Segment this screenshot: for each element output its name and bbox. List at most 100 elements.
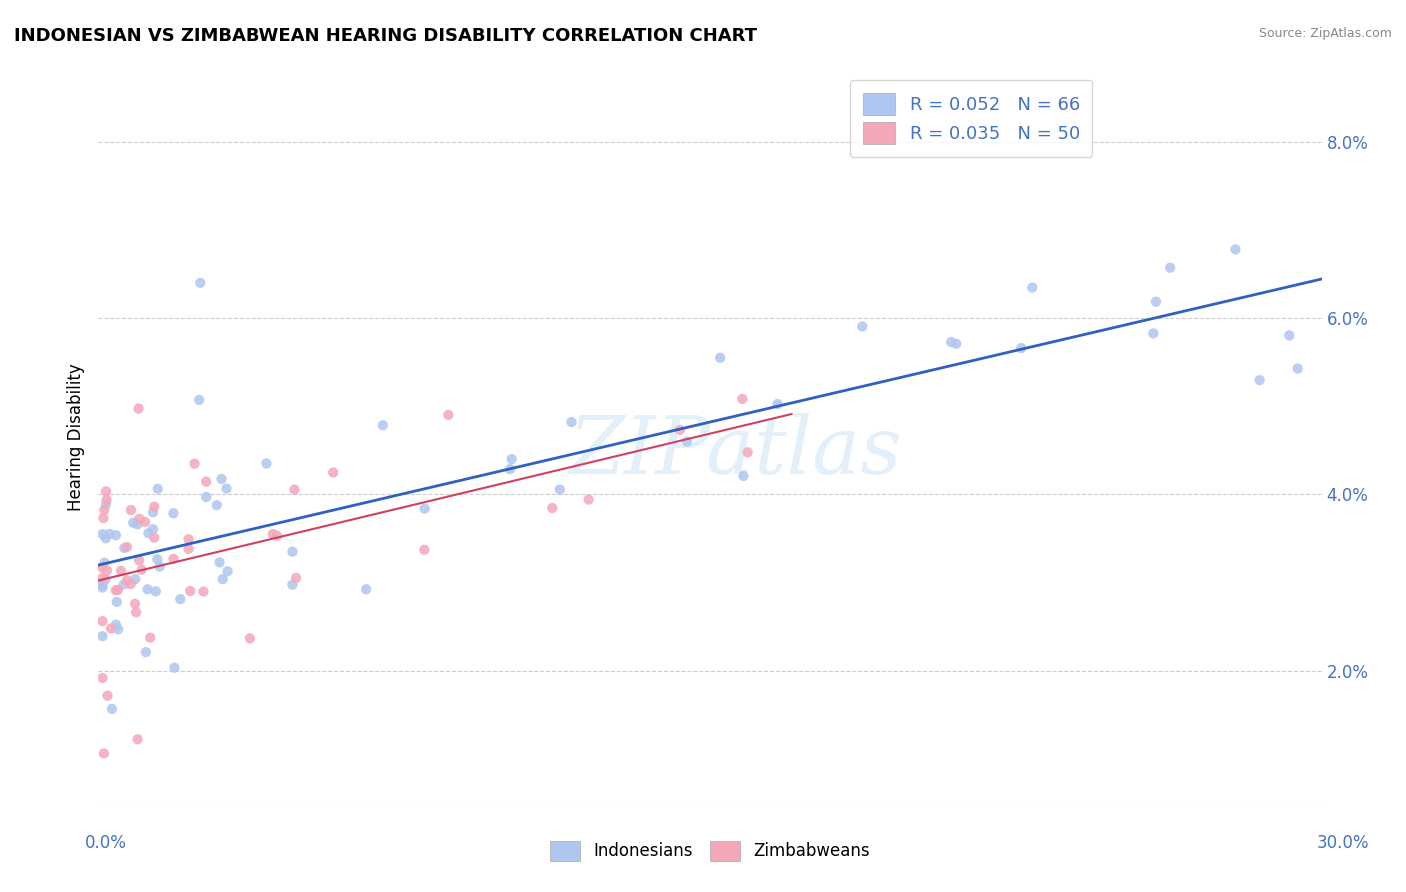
Point xyxy=(91,527,114,541)
Point xyxy=(262,527,284,541)
Point xyxy=(96,689,118,703)
Point xyxy=(124,597,146,611)
Point xyxy=(91,614,114,628)
Point xyxy=(96,492,118,507)
Point xyxy=(146,552,169,566)
Point xyxy=(163,661,186,675)
Point xyxy=(105,595,128,609)
Point xyxy=(98,527,121,541)
Point xyxy=(195,475,218,489)
Point xyxy=(541,501,564,516)
Point xyxy=(371,418,394,433)
Point xyxy=(142,522,165,536)
Point xyxy=(676,434,699,449)
Point xyxy=(101,702,124,716)
Legend: Indonesians, Zimbabweans: Indonesians, Zimbabweans xyxy=(544,834,876,868)
Point xyxy=(91,571,114,585)
Point xyxy=(112,577,135,591)
Point xyxy=(94,572,117,586)
Point xyxy=(499,462,522,476)
Point xyxy=(1142,326,1164,341)
Point xyxy=(112,541,135,555)
Point xyxy=(100,622,122,636)
Point xyxy=(737,445,759,459)
Point xyxy=(177,541,200,556)
Point xyxy=(91,581,114,595)
Point xyxy=(127,517,149,532)
Point xyxy=(131,563,153,577)
Point xyxy=(179,583,201,598)
Point xyxy=(731,392,754,406)
Point xyxy=(127,732,149,747)
Point xyxy=(125,605,148,619)
Point xyxy=(548,483,571,497)
Text: 30.0%: 30.0% xyxy=(1316,834,1369,852)
Point xyxy=(93,511,115,525)
Point xyxy=(195,490,218,504)
Point xyxy=(266,529,288,543)
Point xyxy=(1021,280,1043,294)
Point xyxy=(104,617,127,632)
Point xyxy=(142,505,165,519)
Point xyxy=(128,553,150,567)
Point xyxy=(281,577,304,591)
Point xyxy=(177,532,200,546)
Point xyxy=(733,469,755,483)
Point xyxy=(93,747,115,761)
Point xyxy=(283,483,305,497)
Point xyxy=(709,351,731,365)
Point xyxy=(110,564,132,578)
Point xyxy=(134,515,156,529)
Point xyxy=(128,512,150,526)
Point xyxy=(1159,260,1181,275)
Point xyxy=(354,582,377,597)
Point xyxy=(104,583,127,598)
Point xyxy=(94,484,117,499)
Point xyxy=(143,531,166,545)
Point xyxy=(139,631,162,645)
Point xyxy=(217,564,239,578)
Point xyxy=(322,466,344,480)
Point xyxy=(145,584,167,599)
Point xyxy=(135,645,157,659)
Point xyxy=(183,457,205,471)
Point xyxy=(169,592,191,607)
Point xyxy=(1286,361,1309,376)
Point xyxy=(94,498,117,512)
Point xyxy=(1144,294,1167,309)
Point xyxy=(115,574,138,588)
Point xyxy=(136,582,159,597)
Y-axis label: Hearing Disability: Hearing Disability xyxy=(66,363,84,511)
Point xyxy=(669,423,692,437)
Point xyxy=(208,556,231,570)
Point xyxy=(91,629,114,643)
Point xyxy=(578,492,600,507)
Point xyxy=(215,482,238,496)
Point xyxy=(285,571,308,585)
Text: Source: ZipAtlas.com: Source: ZipAtlas.com xyxy=(1258,27,1392,40)
Point xyxy=(188,276,212,290)
Point xyxy=(766,397,789,411)
Point xyxy=(560,415,582,429)
Point xyxy=(239,632,262,646)
Point xyxy=(188,392,211,407)
Point xyxy=(413,501,436,516)
Point xyxy=(107,582,129,597)
Point xyxy=(211,472,233,486)
Point xyxy=(128,401,150,416)
Point xyxy=(93,503,115,517)
Point xyxy=(91,560,114,574)
Point xyxy=(138,526,160,541)
Point xyxy=(91,671,114,685)
Point xyxy=(254,457,277,471)
Point xyxy=(143,500,166,514)
Point xyxy=(1278,328,1301,343)
Point xyxy=(120,503,142,517)
Point xyxy=(146,482,169,496)
Point xyxy=(851,319,873,334)
Point xyxy=(941,334,963,349)
Point xyxy=(413,542,436,557)
Point xyxy=(1010,341,1032,355)
Point xyxy=(91,578,114,592)
Point xyxy=(437,408,460,422)
